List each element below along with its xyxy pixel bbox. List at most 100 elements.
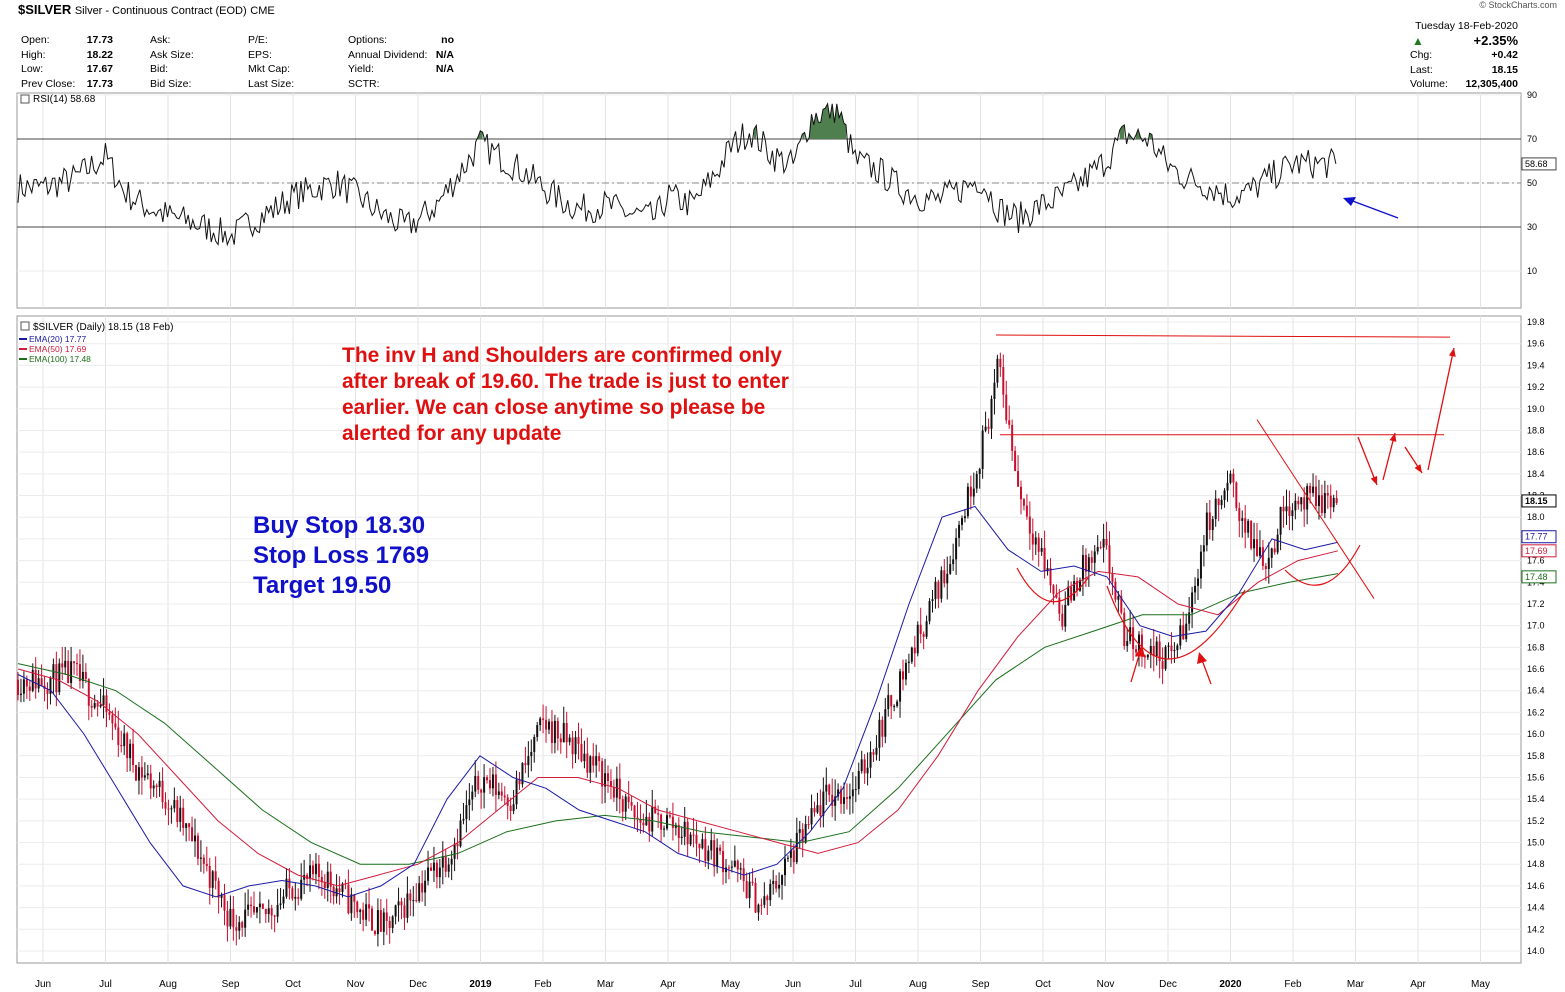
candle-body xyxy=(365,904,368,920)
legend-entry: EMA(50) 17.69 xyxy=(29,344,86,354)
candle-body xyxy=(1309,486,1312,493)
rsi-arrow-line xyxy=(1349,199,1399,219)
candle-body xyxy=(636,817,639,820)
price-tick-label: 18.8 xyxy=(1527,425,1545,435)
quote-value: 17.73 xyxy=(86,77,113,90)
candle-body xyxy=(391,916,394,929)
candle-body xyxy=(961,518,963,525)
price-tick-label: 15.0 xyxy=(1527,838,1545,848)
x-tick-label: May xyxy=(1471,979,1490,990)
candle-body xyxy=(450,858,453,865)
candle-body xyxy=(78,664,81,682)
ema100-line xyxy=(17,573,1339,865)
candle-body xyxy=(430,867,432,871)
candle-body xyxy=(940,570,943,599)
quote-label: Annual Dividend: xyxy=(348,48,428,61)
candle-body xyxy=(834,796,837,806)
quote-label: Ask Size: xyxy=(150,48,194,61)
candle-body xyxy=(663,828,666,830)
candle-body xyxy=(937,581,940,599)
candle-body xyxy=(996,358,999,383)
candle-body xyxy=(949,564,952,574)
candle-body xyxy=(179,807,182,822)
candle-body xyxy=(772,880,775,885)
candle-body xyxy=(1102,538,1105,548)
candle-body xyxy=(421,883,424,893)
candle-body xyxy=(1211,519,1214,531)
candle-body xyxy=(1105,538,1108,546)
quote-row: Low: 17.67 xyxy=(21,62,113,77)
candle-body xyxy=(512,804,515,811)
candle-body xyxy=(1306,486,1309,510)
candle-body xyxy=(167,808,170,810)
price-tick-label: 14.2 xyxy=(1527,924,1545,934)
candle-body xyxy=(459,820,462,847)
candle-body xyxy=(294,896,297,899)
candle-body xyxy=(111,714,114,724)
quote-label: Volume: xyxy=(1410,78,1448,90)
note-line: alerted for any update xyxy=(342,422,562,445)
rsi-overbought-fill xyxy=(809,103,846,139)
candle-body xyxy=(158,780,161,788)
candle-body xyxy=(831,794,834,806)
candle-body xyxy=(781,875,784,885)
candle-body xyxy=(164,802,167,809)
x-tick-label: Jul xyxy=(99,979,112,990)
candle-body xyxy=(388,920,391,929)
candle-body xyxy=(1276,534,1279,553)
candle-body xyxy=(255,907,258,913)
candle-body xyxy=(350,894,353,914)
candle-body xyxy=(701,839,704,849)
candle-body xyxy=(533,736,536,752)
candle-body xyxy=(896,701,899,707)
rsi-tick-label: 30 xyxy=(1527,222,1537,232)
candle-body xyxy=(692,834,695,836)
candle-body xyxy=(648,816,651,832)
head-arrow-right-head xyxy=(1197,652,1207,664)
candle-body xyxy=(306,874,309,879)
candle-body xyxy=(497,791,500,796)
quote-label: EPS: xyxy=(248,48,272,61)
candle-body xyxy=(1226,482,1229,491)
candle-body xyxy=(730,866,733,868)
quote-label: Mkt Cap: xyxy=(248,63,291,75)
candle-body xyxy=(406,893,409,918)
quote-row: Chg: +0.42 xyxy=(1410,48,1518,63)
candle-body xyxy=(140,767,143,778)
candle-body xyxy=(1267,557,1270,570)
candle-body xyxy=(182,807,185,828)
candle-body xyxy=(722,851,725,873)
ema20-value-label-box xyxy=(1521,530,1557,544)
quote-block-last: Chg: +0.42 Last: 18.15 Volume: 12,305,400 xyxy=(1410,48,1518,92)
candle-body xyxy=(146,773,149,776)
candle-body xyxy=(1049,568,1052,586)
candle-body xyxy=(73,661,76,664)
candle-body xyxy=(816,805,819,813)
x-tick-label: Jun xyxy=(35,979,51,990)
candle-body xyxy=(1034,537,1037,545)
candle-body xyxy=(400,901,403,906)
x-tick-label: Mar xyxy=(1347,979,1365,990)
candle-body xyxy=(686,821,689,845)
ema50-value-label-box xyxy=(1521,544,1557,558)
candle-body xyxy=(595,756,598,766)
candle-body xyxy=(1017,471,1020,487)
candle-body xyxy=(556,720,559,739)
price-tick-label: 14.6 xyxy=(1527,881,1545,891)
quote-label: Prev Close: xyxy=(21,77,76,90)
candle-body xyxy=(651,806,654,832)
candle-body xyxy=(881,719,884,737)
candle-body xyxy=(58,663,61,693)
candle-body xyxy=(202,857,205,864)
quote-label: Chg: xyxy=(1410,49,1433,61)
candle-body xyxy=(46,688,49,694)
x-tick-label: Dec xyxy=(409,979,427,990)
quote-row: Open: 17.73 xyxy=(21,33,113,48)
x-tick-label: 2020 xyxy=(1219,979,1242,990)
candle-body xyxy=(1202,545,1205,552)
candle-body xyxy=(1090,557,1093,563)
candle-body xyxy=(1320,495,1323,514)
candle-body xyxy=(583,753,586,762)
candle-body xyxy=(338,888,341,892)
quote-row: P/E: xyxy=(248,33,328,48)
